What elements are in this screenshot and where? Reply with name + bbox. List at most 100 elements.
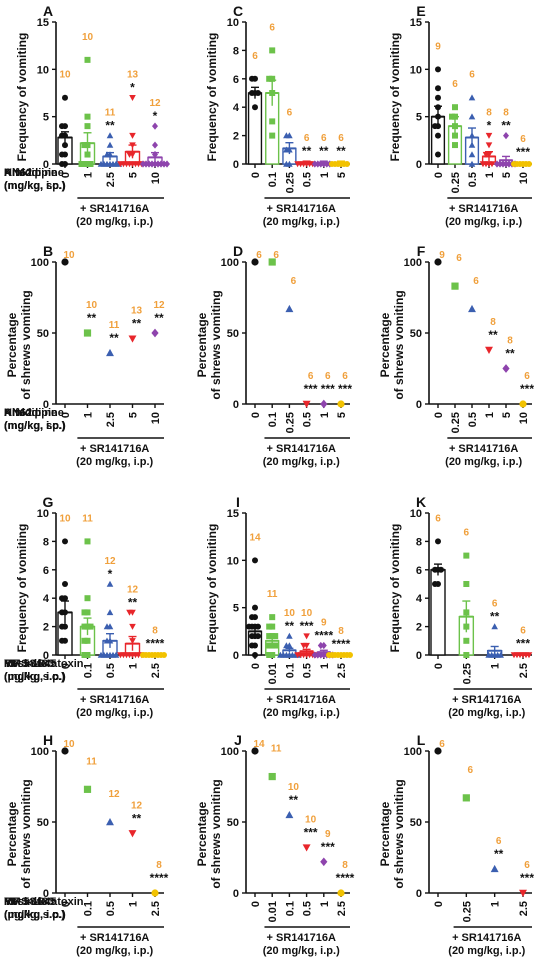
data-point (106, 132, 114, 139)
data-point (266, 633, 273, 640)
data-point (463, 637, 470, 644)
data-point (337, 889, 345, 897)
data-point (246, 623, 252, 630)
y-axis-label-line1: Percentage (378, 312, 392, 377)
pretreatment-dose: (20 mg/kg, i.p.) (76, 216, 153, 228)
data-point (468, 94, 476, 101)
data-point (252, 104, 258, 111)
data-point (84, 151, 91, 158)
data-point (497, 651, 504, 658)
data-point (106, 818, 114, 826)
data-point (303, 633, 310, 640)
significance-label: **** (336, 871, 355, 885)
sample-size-label: 11 (86, 756, 97, 767)
sample-size-label: 10 (82, 32, 94, 43)
data-point (302, 400, 311, 408)
sample-size-label: 6 (338, 133, 344, 144)
sample-size-label: 9 (321, 618, 327, 629)
significance-label: * (153, 109, 158, 123)
pretreatment-label: + SR141716A (80, 932, 149, 944)
x-tick-label: 2.5 (336, 901, 348, 916)
y-tick-label: 10 (227, 555, 239, 567)
data-point (285, 304, 294, 313)
data-point (283, 642, 290, 649)
y-tick-label: 2 (416, 622, 422, 634)
data-point (117, 652, 124, 659)
data-point (326, 652, 332, 658)
pretreatment-dose: (20 mg/kg, i.p.) (76, 945, 153, 957)
data-point (152, 122, 158, 130)
data-point (269, 614, 276, 621)
data-point (268, 258, 276, 266)
pretreatment-label: + SR141716A (267, 932, 336, 944)
pretreatment-dose: (20 mg/kg, i.p.) (445, 456, 522, 468)
y-tick-label: 15 (227, 508, 239, 520)
y-tick-label: 6 (416, 565, 422, 577)
sample-size-label: 10 (284, 608, 296, 619)
y-tick-label: 2 (233, 131, 239, 143)
data-point (511, 161, 517, 167)
data-point (283, 132, 290, 139)
sample-size-label: 9 (325, 829, 331, 840)
data-point (81, 609, 88, 616)
y-tick-label: 50 (227, 817, 239, 829)
pretreatment-dose: (20 mg/kg, i.p.) (445, 216, 522, 228)
sample-size-label: 10 (288, 782, 300, 793)
x-tick-label: 0.01 (267, 663, 279, 684)
sample-size-label: 12 (131, 800, 143, 811)
y-tick-label: 6 (43, 565, 49, 577)
data-point (62, 581, 68, 587)
data-point (510, 652, 518, 659)
data-point (519, 889, 527, 897)
data-point (126, 609, 133, 616)
data-point (435, 151, 441, 158)
y-axis-label-line2: of shrews vomiting (19, 779, 33, 888)
x-tick-label: 1 (490, 901, 502, 907)
x-tick-label: 0 (250, 412, 262, 418)
data-point (266, 623, 273, 630)
pretreatment-dose: (20 mg/kg, i.p.) (263, 216, 340, 228)
pretreatment-dose: (20 mg/kg, i.p.) (263, 456, 340, 468)
data-point (347, 652, 353, 658)
data-point (252, 652, 258, 658)
data-point (62, 94, 68, 101)
significance-label: ** (488, 328, 498, 342)
y-tick-label: 0 (43, 399, 49, 411)
sample-size-label: 8 (338, 626, 344, 637)
data-point (269, 47, 276, 54)
panel-b: B Percentage of shrews vomiting 0 50 100 0 1 2.5… (4, 243, 165, 468)
sample-size-label: 11 (267, 589, 278, 600)
panel-h: H Percentage of shrews vomiting 0 50 100 0 0.1 0… (4, 732, 169, 957)
sample-size-label: 6 (325, 371, 331, 382)
y-tick-label: 2 (43, 622, 49, 634)
data-point (81, 637, 88, 644)
sample-size-label: 12 (104, 556, 116, 567)
data-point (266, 642, 273, 649)
y-tick-label: 50 (37, 817, 49, 829)
data-point (81, 142, 88, 149)
x-tick-label: 0.25 (450, 172, 462, 193)
y-tick-label: 10 (410, 64, 422, 76)
x-tick-label: 0 (60, 901, 72, 907)
panel-a: A Frequency of vomiting 0 5 10 15 0 1 2.5 5 10 KN62… (4, 3, 170, 228)
significance-label: *** (304, 826, 318, 840)
significance-label: ** (505, 347, 515, 361)
sample-size-label: 6 (456, 253, 462, 264)
sample-size-label: 11 (82, 513, 93, 524)
x-tick-label: 10 (150, 412, 162, 424)
significance-label: ** (132, 811, 142, 825)
y-axis-label: Frequency of vomiting (388, 524, 402, 653)
x-tick-label: 0.5 (105, 663, 117, 678)
y-axis-label: Frequency of vomiting (205, 33, 219, 162)
data-point (311, 651, 318, 659)
x-tick-label: 1 (83, 412, 95, 418)
y-tick-label: 5 (233, 603, 239, 615)
data-point (468, 151, 476, 158)
data-point (494, 160, 500, 168)
data-point (452, 104, 458, 111)
data-point (87, 161, 94, 167)
sample-size-label: 12 (153, 300, 165, 311)
